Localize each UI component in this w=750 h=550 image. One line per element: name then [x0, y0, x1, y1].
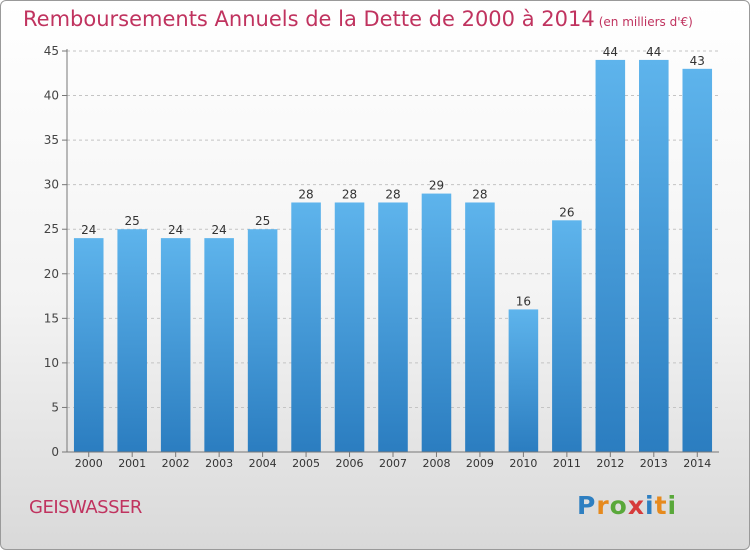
- data-label: 16: [516, 294, 531, 308]
- data-label: 44: [603, 45, 618, 59]
- data-label: 25: [255, 214, 270, 228]
- bar: [335, 202, 365, 452]
- x-tick-label: 2000: [75, 457, 103, 470]
- data-label: 24: [211, 223, 226, 237]
- y-tick-label: 30: [44, 178, 59, 192]
- x-tick-label: 2009: [466, 457, 494, 470]
- bar: [248, 229, 278, 452]
- bar: [682, 69, 712, 452]
- x-tick-label: 2007: [379, 457, 407, 470]
- data-label: 43: [690, 54, 705, 68]
- y-tick-label: 25: [44, 222, 59, 236]
- x-tick-label: 2001: [118, 457, 146, 470]
- bar: [161, 238, 191, 452]
- logo-letter: o: [610, 491, 628, 520]
- x-tick-label: 2002: [162, 457, 190, 470]
- x-tick-label: 2013: [640, 457, 668, 470]
- x-tick-label: 2011: [553, 457, 581, 470]
- data-label: 24: [81, 223, 96, 237]
- proxiti-logo[interactable]: Proxiti: [577, 491, 677, 520]
- data-label: 26: [559, 205, 574, 219]
- x-tick-label: 2004: [249, 457, 277, 470]
- x-tick-label: 2003: [205, 457, 233, 470]
- logo-letter: i: [645, 491, 655, 520]
- data-label: 29: [429, 179, 444, 193]
- y-tick-label: 0: [51, 445, 59, 459]
- bars: [74, 60, 712, 452]
- data-label: 28: [385, 187, 400, 201]
- data-label: 28: [342, 187, 357, 201]
- logo-letter: x: [628, 491, 645, 520]
- data-label: 28: [472, 187, 487, 201]
- y-tick-label: 20: [44, 267, 59, 281]
- bar: [291, 202, 321, 452]
- bar: [465, 202, 495, 452]
- data-label: 44: [646, 45, 661, 59]
- x-tick-label: 2006: [336, 457, 364, 470]
- logo-letter: r: [596, 491, 609, 520]
- y-tick-label: 15: [44, 311, 59, 325]
- bar: [422, 194, 452, 452]
- data-label: 28: [298, 187, 313, 201]
- y-tick-label: 5: [51, 400, 59, 414]
- bar: [74, 238, 104, 452]
- y-tick-label: 10: [44, 356, 59, 370]
- data-label: 25: [125, 214, 140, 228]
- y-tick-label: 45: [44, 44, 59, 58]
- bar: [509, 309, 539, 452]
- bar: [204, 238, 234, 452]
- x-tick-label: 2005: [292, 457, 320, 470]
- bar: [552, 220, 582, 452]
- bar: [117, 229, 147, 452]
- x-tick-label: 2014: [683, 457, 711, 470]
- x-tick-label: 2012: [596, 457, 624, 470]
- bar-chart: 0 5 10 15 20 25 30 35 40 45 24 2000 25 2001 24 2002 24 20…: [1, 1, 749, 549]
- y-tick-label: 35: [44, 133, 59, 147]
- chart-frame: Remboursements Annuels de la Dette de 20…: [0, 0, 750, 550]
- logo-letter: t: [655, 491, 668, 520]
- commune-name: GEISWASSER: [29, 497, 142, 518]
- bar: [596, 60, 626, 452]
- logo-letter: i: [668, 491, 678, 520]
- bar: [639, 60, 669, 452]
- x-tick-label: 2008: [422, 457, 450, 470]
- logo-letter: P: [577, 491, 596, 520]
- y-tick-label: 40: [44, 89, 59, 103]
- data-label: 24: [168, 223, 183, 237]
- x-tick-label: 2010: [509, 457, 537, 470]
- bar: [378, 202, 408, 452]
